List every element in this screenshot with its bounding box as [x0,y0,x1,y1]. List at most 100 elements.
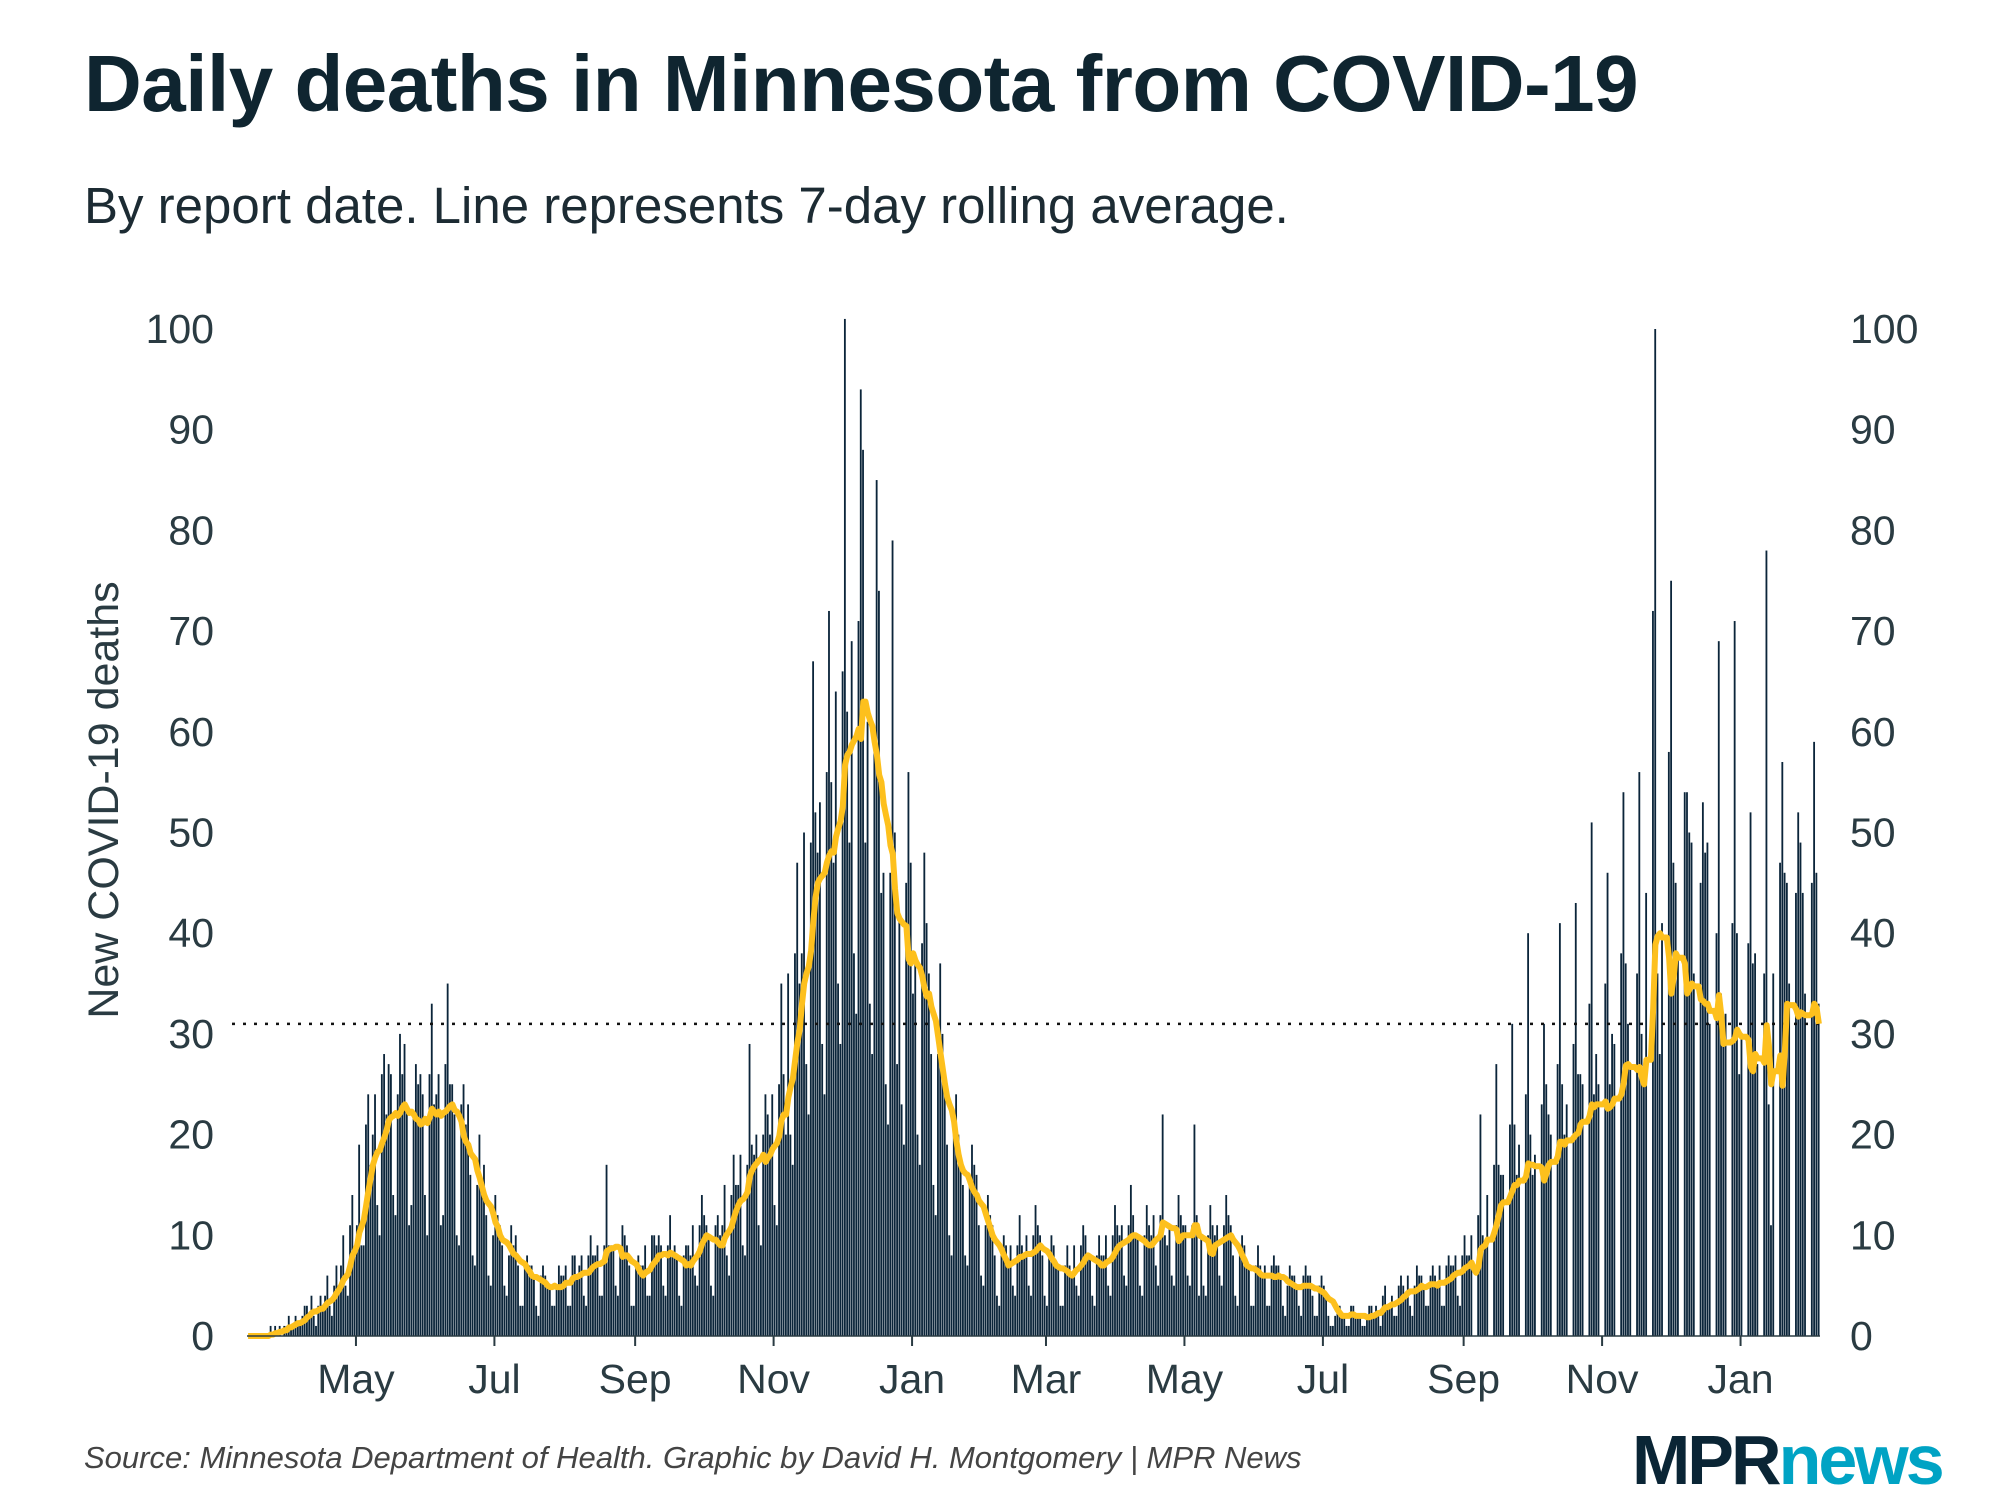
bar [905,882,908,1336]
bar [660,1245,662,1336]
bar [941,1033,944,1336]
bar [735,1184,737,1336]
bar [916,1134,919,1336]
bar [880,892,883,1336]
bar [809,842,812,1336]
bar [957,1134,960,1336]
bar [1515,1174,1518,1336]
bar [603,1245,606,1336]
bar [1011,1285,1014,1336]
bar [789,1134,792,1336]
bar [866,721,869,1336]
bar [714,1225,717,1336]
bar [669,1215,672,1336]
bar [986,1195,989,1336]
bar [444,1064,447,1336]
bar [1754,953,1756,1336]
bar [1295,1285,1298,1336]
bar [632,1305,635,1336]
bar [1518,1144,1520,1336]
y-axis-title: New COVID-19 deaths [80,581,128,1018]
bar [560,1275,563,1336]
bar [528,1265,531,1336]
bar [651,1235,653,1336]
bar [1692,973,1695,1336]
bar [430,1003,433,1336]
bar [1073,1245,1076,1336]
bar [542,1265,544,1336]
bar [1563,1134,1566,1336]
bar [453,1114,456,1336]
bar [487,1275,490,1336]
bar [1198,1295,1200,1336]
x-tick-label: Sep [599,1356,672,1402]
bar [464,1124,467,1336]
bar [437,1074,440,1336]
bar [353,1255,356,1336]
bar [1252,1305,1255,1336]
bar [1089,1255,1091,1336]
bar [719,1235,721,1336]
bar [1509,1124,1511,1336]
bar [467,1104,469,1336]
bar [1313,1315,1316,1336]
bar [1438,1265,1441,1336]
bar [912,993,914,1336]
bar [1098,1235,1101,1336]
bar [371,1134,374,1336]
bar [875,480,878,1336]
bar [1795,892,1797,1336]
bar [782,1074,785,1336]
x-tick-label: Nov [737,1356,810,1402]
bar [1527,933,1530,1336]
bar [1066,1245,1069,1336]
bar [523,1265,526,1336]
bar [1813,741,1816,1336]
bar [1257,1245,1259,1336]
bar [1272,1255,1275,1336]
bar [1558,923,1561,1336]
bar [1263,1265,1266,1336]
bar [635,1265,637,1336]
bar [1415,1265,1418,1336]
bar [939,963,942,1336]
bar [855,1013,858,1336]
bar [1817,1003,1820,1336]
bar [962,1184,964,1336]
bar [784,1134,787,1336]
bar [680,1305,683,1336]
bar [1154,1265,1157,1336]
bar [514,1235,517,1336]
bar [1627,1023,1629,1336]
bar [269,1325,272,1336]
bar [1579,1074,1582,1336]
bar [1604,983,1607,1336]
bar [1763,973,1766,1336]
bar [825,772,828,1336]
source-credit: Source: Minnesota Department of Health. … [84,1440,1302,1475]
bar [1297,1305,1300,1336]
bar [996,1295,998,1336]
bar [1209,1205,1212,1336]
bar [396,1094,399,1336]
bar [1642,1074,1645,1336]
bar [973,1164,976,1336]
bar [616,1295,619,1336]
bar [1164,1235,1166,1336]
bar [1393,1315,1396,1336]
bar [923,852,926,1336]
bar [909,862,912,1336]
bar [1016,1245,1019,1336]
bar [794,953,796,1336]
bar [1325,1295,1327,1336]
bar [1756,1064,1759,1336]
bar [503,1285,506,1336]
bar [644,1245,647,1336]
bar [1045,1305,1048,1336]
bar [1030,1295,1032,1336]
bar [1797,812,1800,1336]
bar [1409,1305,1411,1336]
bar [521,1305,524,1336]
bar [449,1084,451,1336]
bar [1168,1225,1171,1336]
